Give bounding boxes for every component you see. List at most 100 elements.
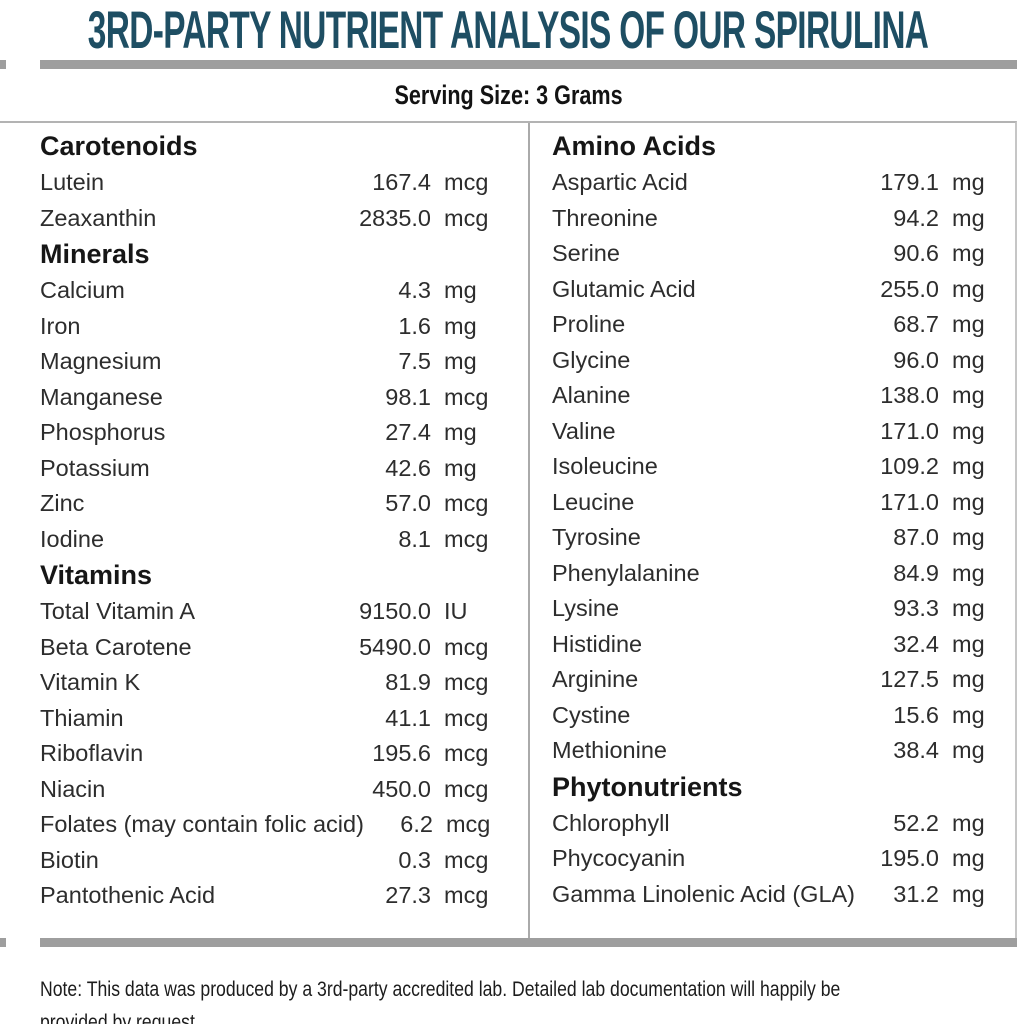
nutrient-row: Histidine 32.4 mg xyxy=(552,627,1000,663)
nutrient-row: Thiamin 41.1 mcg xyxy=(40,701,492,737)
nutrient-label: Isoleucine xyxy=(552,453,658,480)
nutrient-unit: mcg xyxy=(444,740,489,767)
nutrient-row: Manganese 98.1 mcg xyxy=(40,380,492,416)
nutrient-label: Lysine xyxy=(552,595,620,622)
nutrient-row: Arginine 127.5 mg xyxy=(552,662,1000,698)
nutrient-unit: mg xyxy=(952,809,985,836)
nutrient-row: Phosphorus 27.4 mg xyxy=(40,415,492,451)
footer-bar-row xyxy=(0,938,1017,947)
nutrient-row: Magnesium 7.5 mg xyxy=(40,344,492,380)
nutrient-row: Isoleucine 109.2 mg xyxy=(552,449,1000,485)
nutrient-value: 0.3 xyxy=(398,846,431,873)
nutrient-label: Beta Carotene xyxy=(40,633,192,660)
nutrient-unit: mg xyxy=(952,595,985,622)
nutrient-label: Potassium xyxy=(40,454,150,481)
nutrient-label: Leucine xyxy=(552,488,635,515)
nutrient-value: 98.1 xyxy=(385,383,431,410)
nutrient-value: 1.6 xyxy=(398,312,431,339)
nutrient-unit: mcg xyxy=(444,169,489,196)
nutrient-label: Valine xyxy=(552,417,616,444)
nutrient-value: 138.0 xyxy=(880,382,939,409)
nutrient-row: Valine 171.0 mg xyxy=(552,414,1000,450)
nutrient-row: Potassium 42.6 mg xyxy=(40,451,492,487)
nutrient-label: Gamma Linolenic Acid (GLA) xyxy=(552,880,856,907)
nutrient-value: 255.0 xyxy=(880,275,939,302)
nutrient-row: Lysine 93.3 mg xyxy=(552,591,1000,627)
nutrient-unit: mg xyxy=(952,701,985,728)
nutrient-label: Histidine xyxy=(552,630,643,657)
nutrient-unit: mcg xyxy=(445,811,491,838)
nutrient-unit: mg xyxy=(952,453,985,480)
nutrient-label: Chlorophyll xyxy=(552,809,670,836)
nutrient-value: 109.2 xyxy=(880,453,939,480)
section-header: Phytonutrients xyxy=(552,771,743,802)
nutrient-unit: mg xyxy=(952,666,985,693)
nutrient-label: Iron xyxy=(40,312,81,339)
nutrient-label: Thiamin xyxy=(40,704,124,731)
nutrient-label: Phycocyanin xyxy=(552,845,686,872)
nutrient-row: Zinc 57.0 mcg xyxy=(40,486,492,522)
nutrient-row: Folates (may contain folic acid) 6.2 mcg xyxy=(40,807,492,843)
nutrient-unit: mg xyxy=(952,275,985,302)
nutrient-value: 127.5 xyxy=(880,666,939,693)
nutrient-row: Threonine 94.2 mg xyxy=(552,201,1000,237)
nutrient-label: Niacin xyxy=(40,775,106,802)
title-underline-bar-row xyxy=(0,60,1017,69)
nutrient-section: Amino Acids Aspartic Acid 179.1 mg Threonine… xyxy=(552,128,1000,769)
nutrient-row: Riboflavin 195.6 mcg xyxy=(40,736,492,772)
nutrient-row: Gamma Linolenic Acid (GLA) 31.2 mg xyxy=(552,877,1000,913)
nutrient-value: 81.9 xyxy=(385,669,431,696)
page-title: 3RD-PARTY NUTRIENT ANALYSIS OF OUR SPIRU… xyxy=(88,0,929,60)
nutrient-row: Glycine 96.0 mg xyxy=(552,343,1000,379)
nutrient-unit: mg xyxy=(952,559,985,586)
nutrient-label: Zinc xyxy=(40,490,85,517)
nutrient-unit: mg xyxy=(952,346,985,373)
nutrient-row: Glutamic Acid 255.0 mg xyxy=(552,272,1000,308)
nutrient-label: Vitamin K xyxy=(40,669,141,696)
nutrient-unit: mcg xyxy=(444,669,489,696)
nutrient-row: Phycocyanin 195.0 mg xyxy=(552,841,1000,877)
nutrient-table: Carotenoids Lutein 167.4 mcg Zeaxanthin 2835.… xyxy=(0,121,1017,938)
nutrient-row: Beta Carotene 5490.0 mcg xyxy=(40,630,492,666)
nutrient-value: 57.0 xyxy=(385,490,431,517)
nutrient-label: Alanine xyxy=(552,382,631,409)
nutrient-row: Chlorophyll 52.2 mg xyxy=(552,806,1000,842)
nutrient-value: 84.9 xyxy=(893,559,939,586)
nutrient-row: Leucine 171.0 mg xyxy=(552,485,1000,521)
nutrient-unit: mcg xyxy=(444,704,489,731)
nutrient-label: Phenylalanine xyxy=(552,559,700,586)
nutrient-value: 6.2 xyxy=(400,811,433,838)
nutrient-unit: mg xyxy=(952,417,985,444)
nutrient-unit: mg xyxy=(444,419,477,446)
nutrient-value: 8.1 xyxy=(398,525,431,552)
nutrient-unit: mg xyxy=(444,277,477,304)
nutrient-unit: mcg xyxy=(444,383,489,410)
nutrient-column-right: Amino Acids Aspartic Acid 179.1 mg Threonine… xyxy=(528,123,1015,938)
nutrient-unit: mg xyxy=(952,204,985,231)
section-header: Vitamins xyxy=(40,560,153,590)
section-header: Carotenoids xyxy=(40,131,198,161)
nutrient-label: Calcium xyxy=(40,277,125,304)
nutrient-label: Folates (may contain folic acid) xyxy=(40,811,364,838)
nutrient-label: Cystine xyxy=(552,701,631,728)
nutrient-value: 87.0 xyxy=(893,524,939,551)
nutrient-label: Serine xyxy=(552,240,620,267)
nutrient-unit: mg xyxy=(952,488,985,515)
nutrient-unit: mg xyxy=(952,880,985,907)
nutrient-row: Serine 90.6 mg xyxy=(552,236,1000,272)
nutrient-value: 195.0 xyxy=(880,845,939,872)
nutrient-value: 27.3 xyxy=(385,882,431,909)
title-underline-bar xyxy=(40,60,1017,69)
nutrient-value: 94.2 xyxy=(893,204,939,231)
footer-bar-stub xyxy=(0,938,6,947)
nutrient-row: Aspartic Acid 179.1 mg xyxy=(552,165,1000,201)
nutrient-value: 171.0 xyxy=(880,417,939,444)
nutrient-unit: mcg xyxy=(444,490,489,517)
footnote-line-1: Note: This data was produced by a 3rd-pa… xyxy=(40,977,841,1001)
nutrient-value: 31.2 xyxy=(893,880,939,907)
section-header: Minerals xyxy=(40,239,150,269)
nutrient-row: Phenylalanine 84.9 mg xyxy=(552,556,1000,592)
nutrient-column-left: Carotenoids Lutein 167.4 mcg Zeaxanthin 2835.… xyxy=(0,123,528,938)
nutrient-row: Alanine 138.0 mg xyxy=(552,378,1000,414)
nutrient-value: 38.4 xyxy=(893,737,939,764)
